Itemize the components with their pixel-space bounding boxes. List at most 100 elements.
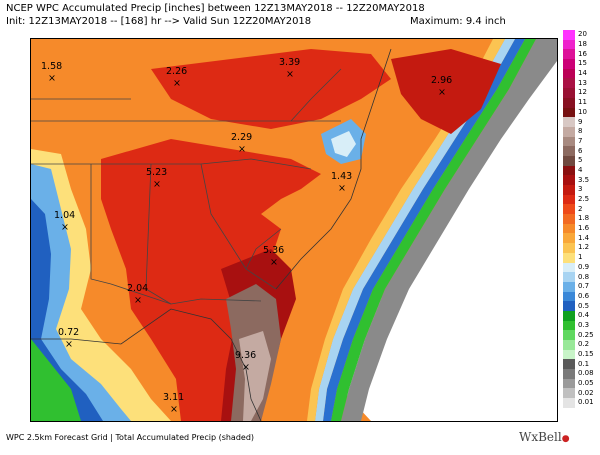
legend-row: 16: [563, 49, 597, 60]
legend-swatch: [563, 165, 575, 176]
legend-label: 1.8: [578, 214, 590, 223]
map-init-line: Init: 12Z13MAY2018 -- [168] hr --> Valid…: [6, 16, 312, 27]
brand-name: WxBell: [519, 430, 562, 444]
legend-label: 0.2: [578, 340, 590, 349]
marker-x-icon: ×: [270, 257, 278, 268]
legend-swatch: [563, 185, 575, 195]
legend-row: 0.3: [563, 320, 597, 331]
precip-map: 1.58 × 2.26 × 3.39 × 2.96 × 2.29 × 5.23 × 1.43 × 1.04 ×…: [30, 38, 558, 422]
legend-row: 2.5: [563, 194, 597, 205]
legend-label: 0.1: [578, 359, 590, 368]
legend-row: 0.7: [563, 281, 597, 292]
legend-swatch: [563, 310, 575, 321]
legend-label: 11: [578, 98, 587, 107]
legend-swatch: [563, 223, 575, 234]
map-title: NCEP WPC Accumulated Precip [inches] bet…: [6, 3, 425, 14]
legend-row: 0.2: [563, 340, 597, 350]
marker-value: 2.04: [127, 283, 148, 294]
maximum-value: Maximum: 9.4 inch: [410, 16, 506, 27]
legend-row: 0.05: [563, 378, 597, 389]
legend-label: 9: [578, 117, 583, 126]
legend-label: 0.02: [578, 388, 594, 397]
legend-row: 20: [563, 30, 597, 40]
legend-row: 1: [563, 252, 597, 263]
legend-label: 7: [578, 136, 583, 145]
legend-row: 1.8: [563, 214, 597, 224]
legend-swatch: [563, 291, 575, 302]
marker-value: 1.04: [54, 210, 75, 221]
legend-swatch: [563, 359, 575, 370]
legend-label: 0.01: [578, 398, 594, 407]
legend-label: 0.05: [578, 379, 594, 388]
legend-label: 18: [578, 40, 587, 49]
legend-swatch: [563, 349, 575, 360]
light-max: [239, 331, 271, 421]
legend-row: 15: [563, 59, 597, 69]
legend-label: 2.5: [578, 195, 590, 204]
legend-row: 13: [563, 78, 597, 89]
legend-label: 0.08: [578, 369, 594, 378]
marker-x-icon: ×: [134, 295, 142, 306]
marker-x-icon: ×: [153, 179, 161, 190]
brand-dot-icon: ●: [561, 434, 570, 444]
marker-value: 2.96: [431, 75, 452, 86]
legend-label: 13: [578, 78, 587, 87]
legend-row: 1.6: [563, 223, 597, 234]
legend-swatch: [563, 146, 575, 156]
legend-row: 0.8: [563, 272, 597, 282]
legend-row: 0.08: [563, 369, 597, 379]
legend-swatch: [563, 252, 575, 263]
legend-row: 10: [563, 107, 597, 118]
legend-row: 8: [563, 126, 597, 137]
gulf-coastline: [31, 308, 262, 421]
legend-swatch: [563, 175, 575, 185]
legend-row: 0.9: [563, 262, 597, 273]
marker-value: 3.11: [163, 392, 184, 403]
legend-swatch: [563, 117, 575, 127]
legend-label: 5: [578, 156, 583, 165]
atlantic-coastline: [275, 48, 392, 290]
southwest-green: [31, 339, 81, 421]
legend-label: 0.25: [578, 330, 594, 339]
legend-swatch: [563, 39, 575, 50]
legend-swatch: [563, 136, 575, 147]
legend-row: 14: [563, 68, 597, 79]
legend-label: 1.6: [578, 224, 590, 233]
legend-row: 0.5: [563, 301, 597, 311]
legend-row: 0.6: [563, 291, 597, 302]
marker-value: 2.26: [166, 66, 187, 77]
legend-swatch: [563, 340, 575, 350]
legend-swatch: [563, 49, 575, 60]
legend-row: 0.1: [563, 359, 597, 370]
marker-x-icon: ×: [170, 404, 178, 415]
legend-swatch: [563, 214, 575, 224]
legend-row: 18: [563, 39, 597, 50]
legend-swatch: [563, 97, 575, 108]
marker-value: 1.58: [41, 61, 62, 72]
legend-swatch: [563, 204, 575, 215]
legend-row: 0.25: [563, 330, 597, 340]
red-northeast: [391, 49, 501, 134]
legend-row: 5: [563, 155, 597, 166]
wxbell-logo: WxBell●: [519, 430, 570, 444]
legend-swatch: [563, 378, 575, 389]
marker-x-icon: ×: [242, 362, 250, 373]
legend-label: 0.8: [578, 272, 590, 281]
marker-x-icon: ×: [61, 222, 69, 233]
legend-row: 1.4: [563, 233, 597, 244]
legend-swatch: [563, 78, 575, 89]
marker-x-icon: ×: [173, 78, 181, 89]
legend-label: 0.9: [578, 262, 590, 271]
legend-row: 4: [563, 165, 597, 176]
marker-x-icon: ×: [286, 69, 294, 80]
legend-swatch: [563, 88, 575, 98]
map-canvas: 1.58×2.26×3.39×2.96×2.29×5.23×1.43×1.04×…: [31, 39, 557, 421]
legend-label: 1: [578, 253, 583, 262]
red-core: [101, 139, 321, 421]
marker-value: 5.36: [263, 245, 284, 256]
legend-swatch: [563, 59, 575, 69]
legend-label: 6: [578, 146, 583, 155]
legend-label: 1.2: [578, 243, 590, 252]
legend-row: 7: [563, 136, 597, 147]
grey-band: [341, 39, 557, 421]
